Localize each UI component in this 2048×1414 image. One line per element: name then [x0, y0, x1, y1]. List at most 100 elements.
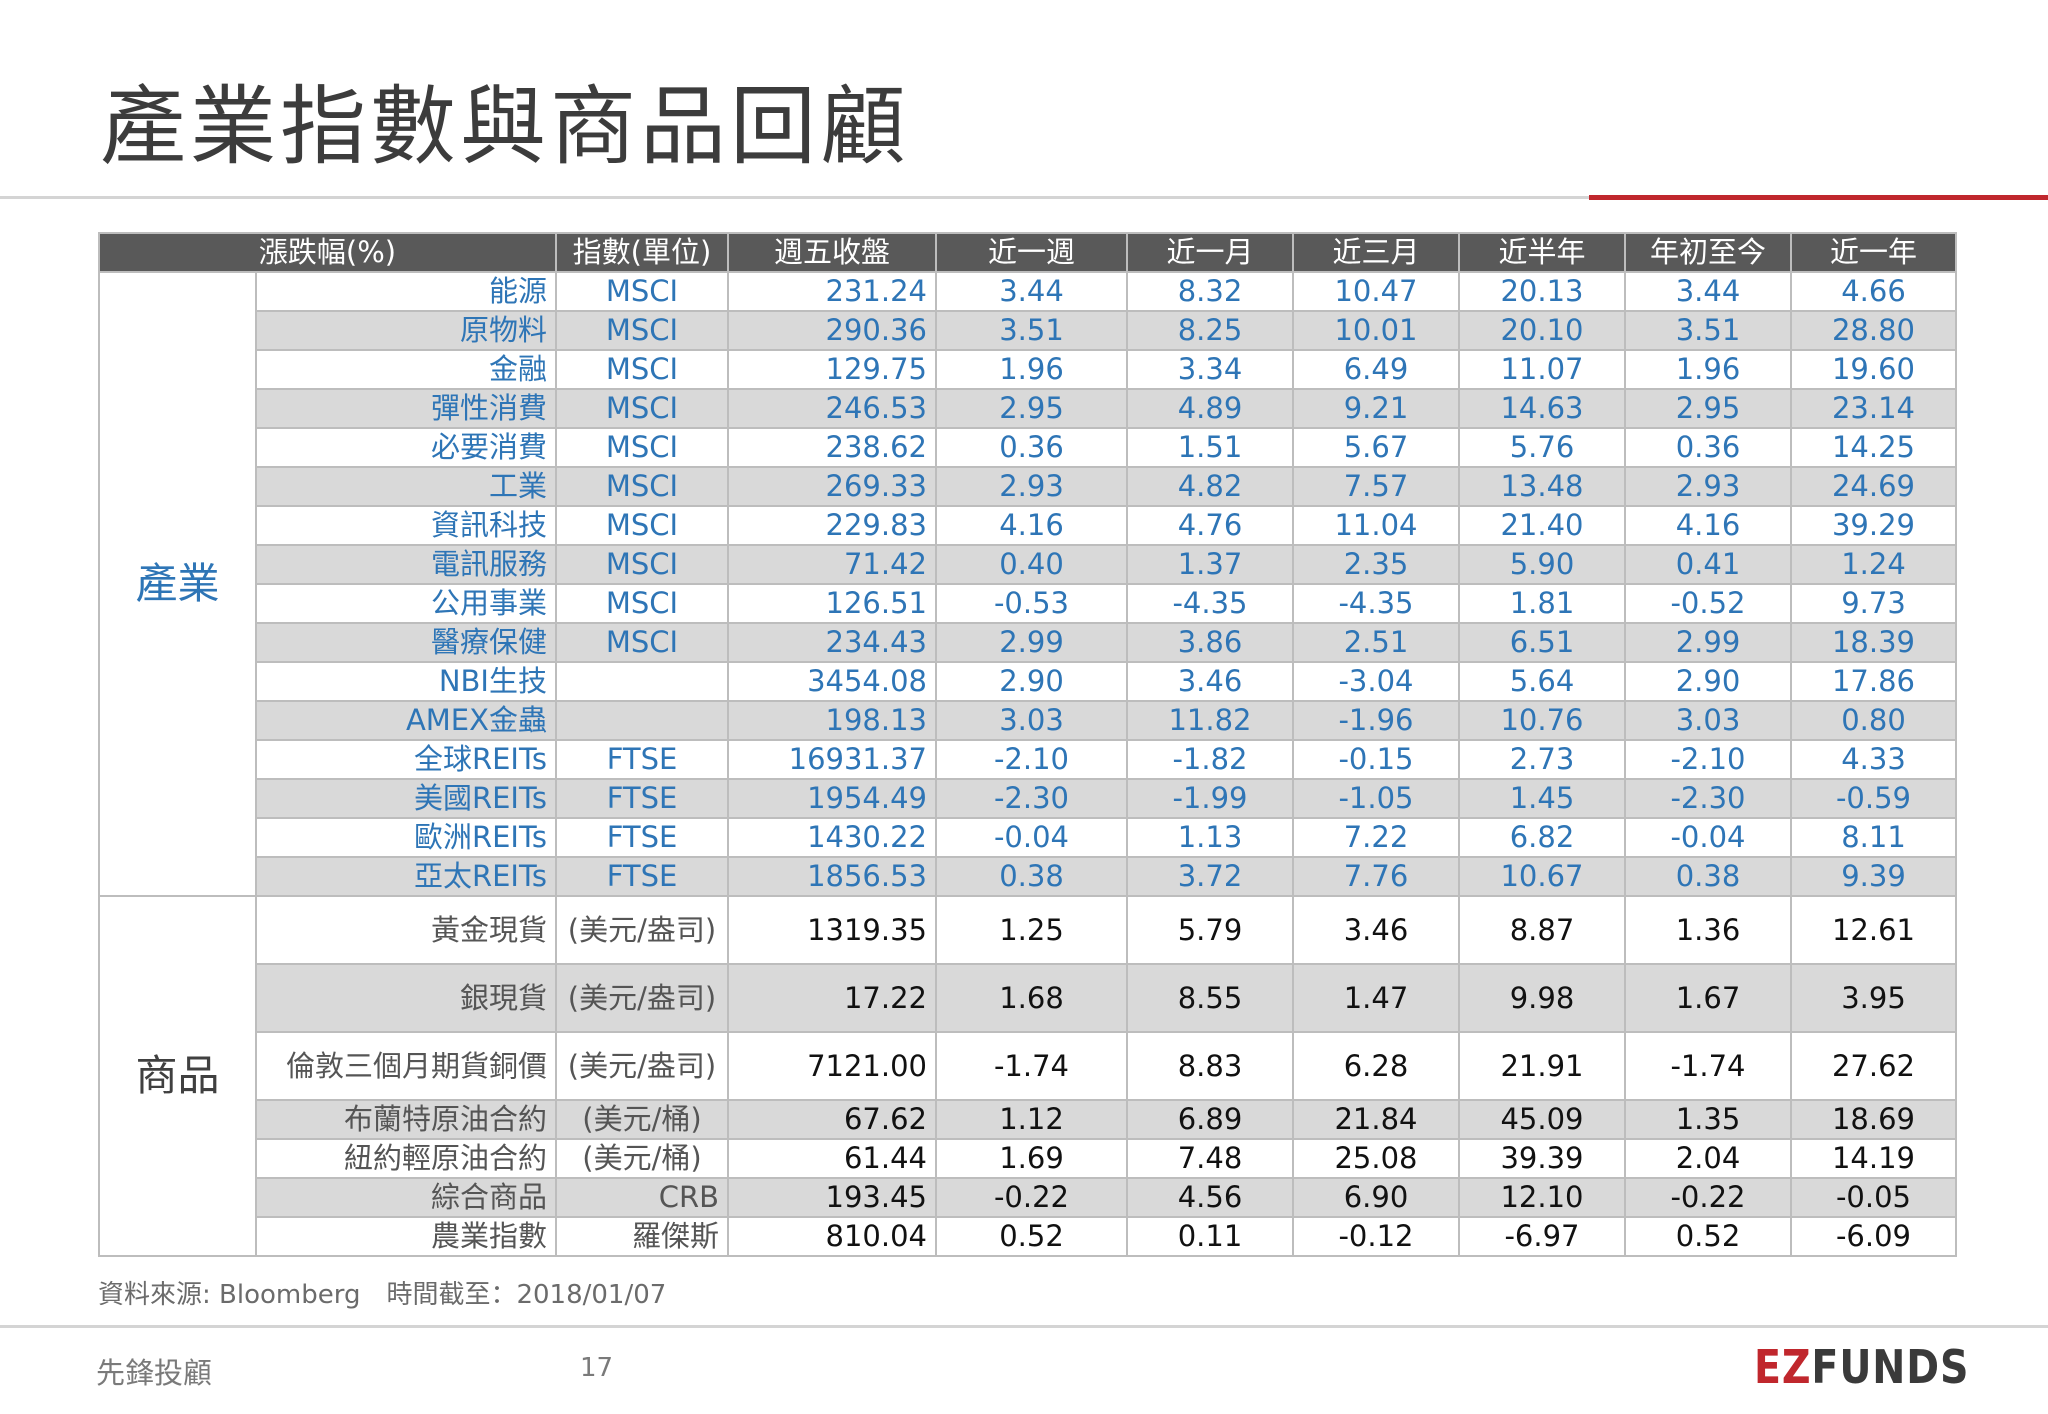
cell-m6: 1.45 — [1458, 778, 1626, 819]
title-divider — [0, 196, 2048, 199]
cell-close: 198.13 — [727, 700, 937, 741]
cell-ytd: 0.52 — [1624, 1216, 1792, 1257]
row-unit: MSCI — [555, 622, 729, 663]
cell-m6: -6.97 — [1458, 1216, 1626, 1257]
table-row: 金融 MSCI 129.75 1.96 3.34 6.49 11.07 1.96 19.60 — [99, 349, 1957, 390]
cell-close: 61.44 — [727, 1138, 937, 1179]
cell-w1: 3.44 — [935, 271, 1128, 312]
cell-m6: 20.10 — [1458, 310, 1626, 351]
cell-m1: 1.51 — [1126, 427, 1294, 468]
cell-close: 234.43 — [727, 622, 937, 663]
row-name: 彈性消費 — [255, 388, 557, 429]
cell-m6: 6.51 — [1458, 622, 1626, 663]
row-name: 原物料 — [255, 310, 557, 351]
cell-w1: -0.04 — [935, 817, 1128, 858]
cell-w1: 1.96 — [935, 349, 1128, 390]
table-row: 全球REITs FTSE 16931.37 -2.10 -1.82 -0.15 2.73 -2… — [99, 739, 1957, 780]
cell-w1: 1.69 — [935, 1138, 1128, 1179]
cell-w1: 2.90 — [935, 661, 1128, 702]
cell-close: 1430.22 — [727, 817, 937, 858]
ezfunds-logo: EZFUNDS — [1754, 1340, 1969, 1394]
cell-m1: -1.99 — [1126, 778, 1294, 819]
row-name: 必要消費 — [255, 427, 557, 468]
header-unit: 指數(單位) — [555, 232, 729, 273]
table-row: 美國REITs FTSE 1954.49 -2.30 -1.99 -1.05 1.45 -2.… — [99, 778, 1957, 819]
cell-w1: 2.99 — [935, 622, 1128, 663]
table-row: 商品 黃金現貨 (美元/盎司) 1319.35 1.25 5.79 3.46 8.87 1.36… — [98, 895, 1957, 1257]
row-unit: 羅傑斯 — [555, 1216, 729, 1257]
row-name: 亞太REITs — [255, 856, 557, 897]
cell-w1: 0.40 — [935, 544, 1128, 585]
table-row: 彈性消費 MSCI 246.53 2.95 4.89 9.21 14.63 2.95 23.14 — [99, 388, 1957, 429]
group-label-industry: 產業 — [98, 271, 257, 897]
cell-w1: 4.16 — [935, 505, 1128, 546]
cell-close: 129.75 — [727, 349, 937, 390]
cell-y1: 0.80 — [1790, 700, 1957, 741]
cell-y1: 9.39 — [1790, 856, 1957, 897]
cell-w1: -0.22 — [935, 1177, 1128, 1218]
cell-m1: 3.86 — [1126, 622, 1294, 663]
cell-m6: 10.76 — [1458, 700, 1626, 741]
cell-m1: 8.83 — [1126, 1031, 1294, 1101]
page-title: 產業指數與商品回顧 — [100, 77, 910, 177]
cell-m6: 5.90 — [1458, 544, 1626, 585]
row-name: AMEX金蟲 — [255, 700, 557, 741]
cell-m3: 6.28 — [1292, 1031, 1460, 1101]
cell-close: 810.04 — [727, 1216, 937, 1257]
table-row: 紐約輕原油合約 (美元/桶) 61.44 1.69 7.48 25.08 39.39 2.04… — [99, 1138, 1957, 1179]
cell-close: 7121.00 — [727, 1031, 937, 1101]
cell-m6: 9.98 — [1458, 963, 1626, 1033]
row-name: 布蘭特原油合約 — [255, 1099, 557, 1140]
cell-m3: 9.21 — [1292, 388, 1460, 429]
header-1m: 近一月 — [1126, 232, 1294, 273]
cell-m1: 1.13 — [1126, 817, 1294, 858]
table-header-row: 漲跌幅(%) 指數(單位) 週五收盤 近一週 近一月 近三月 近半年 年初至今 … — [98, 232, 1957, 273]
cell-m6: 21.40 — [1458, 505, 1626, 546]
cell-m1: 3.34 — [1126, 349, 1294, 390]
row-unit: (美元/盎司) — [555, 1031, 729, 1101]
cell-y1: 14.19 — [1790, 1138, 1957, 1179]
table-row: 原物料 MSCI 290.36 3.51 8.25 10.01 20.10 3.51 28.80 — [99, 310, 1957, 351]
logo-funds-text: FUNDS — [1811, 1340, 1970, 1394]
cell-w1: 2.93 — [935, 466, 1128, 507]
cell-m3: 3.46 — [1292, 895, 1460, 965]
cell-m6: 39.39 — [1458, 1138, 1626, 1179]
cell-m6: 11.07 — [1458, 349, 1626, 390]
cell-y1: 8.11 — [1790, 817, 1957, 858]
table-row: 倫敦三個月期貨銅價 (美元/盎司) 7121.00 -1.74 8.83 6.28 21.9… — [99, 1031, 1957, 1101]
header-change-pct: 漲跌幅(%) — [98, 232, 557, 273]
cell-m1: 8.25 — [1126, 310, 1294, 351]
cell-ytd: 1.96 — [1624, 349, 1792, 390]
row-unit: (美元/桶) — [555, 1138, 729, 1179]
table-row: 電訊服務 MSCI 71.42 0.40 1.37 2.35 5.90 0.41 1.24 — [99, 544, 1957, 585]
row-name: 黃金現貨 — [255, 895, 557, 965]
cell-ytd: 2.04 — [1624, 1138, 1792, 1179]
cell-m3: -4.35 — [1292, 583, 1460, 624]
cell-y1: -0.59 — [1790, 778, 1957, 819]
row-name: 醫療保健 — [255, 622, 557, 663]
header-6m: 近半年 — [1458, 232, 1626, 273]
cell-ytd: 0.41 — [1624, 544, 1792, 585]
cell-ytd: 0.38 — [1624, 856, 1792, 897]
logo-ez-text: EZ — [1754, 1340, 1812, 1394]
row-unit: MSCI — [555, 388, 729, 429]
cell-m1: -4.35 — [1126, 583, 1294, 624]
cell-m3: 7.57 — [1292, 466, 1460, 507]
row-name: 歐洲REITs — [255, 817, 557, 858]
row-unit: MSCI — [555, 427, 729, 468]
cell-ytd: 0.36 — [1624, 427, 1792, 468]
table-row: 農業指數 羅傑斯 810.04 0.52 0.11 -0.12 -6.97 0.52 -6.09 — [99, 1216, 1957, 1257]
row-name: 公用事業 — [255, 583, 557, 624]
row-unit: FTSE — [555, 856, 729, 897]
cell-y1: 18.69 — [1790, 1099, 1957, 1140]
cell-close: 229.83 — [727, 505, 937, 546]
footer-divider — [0, 1325, 2048, 1328]
cell-close: 238.62 — [727, 427, 937, 468]
cell-m1: 8.32 — [1126, 271, 1294, 312]
cell-m3: 2.35 — [1292, 544, 1460, 585]
cell-m6: 2.73 — [1458, 739, 1626, 780]
cell-y1: -6.09 — [1790, 1216, 1957, 1257]
cell-m3: -1.05 — [1292, 778, 1460, 819]
cell-m1: 7.48 — [1126, 1138, 1294, 1179]
cell-ytd: -0.04 — [1624, 817, 1792, 858]
